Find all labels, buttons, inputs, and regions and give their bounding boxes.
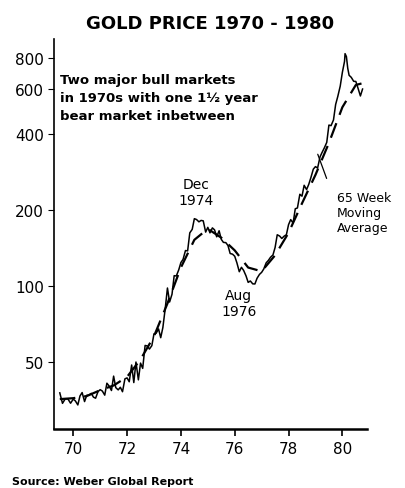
Text: Dec
1974: Dec 1974 <box>178 178 213 207</box>
Text: Two major bull markets
in 1970s with one 1½ year
bear market inbetween: Two major bull markets in 1970s with one… <box>60 73 257 122</box>
Text: Source: Weber Global Report: Source: Weber Global Report <box>12 476 193 486</box>
Text: Aug
1976: Aug 1976 <box>221 288 256 319</box>
Title: GOLD PRICE 1970 - 1980: GOLD PRICE 1970 - 1980 <box>86 15 334 33</box>
Text: 65 Week
Moving
Average: 65 Week Moving Average <box>336 192 390 235</box>
